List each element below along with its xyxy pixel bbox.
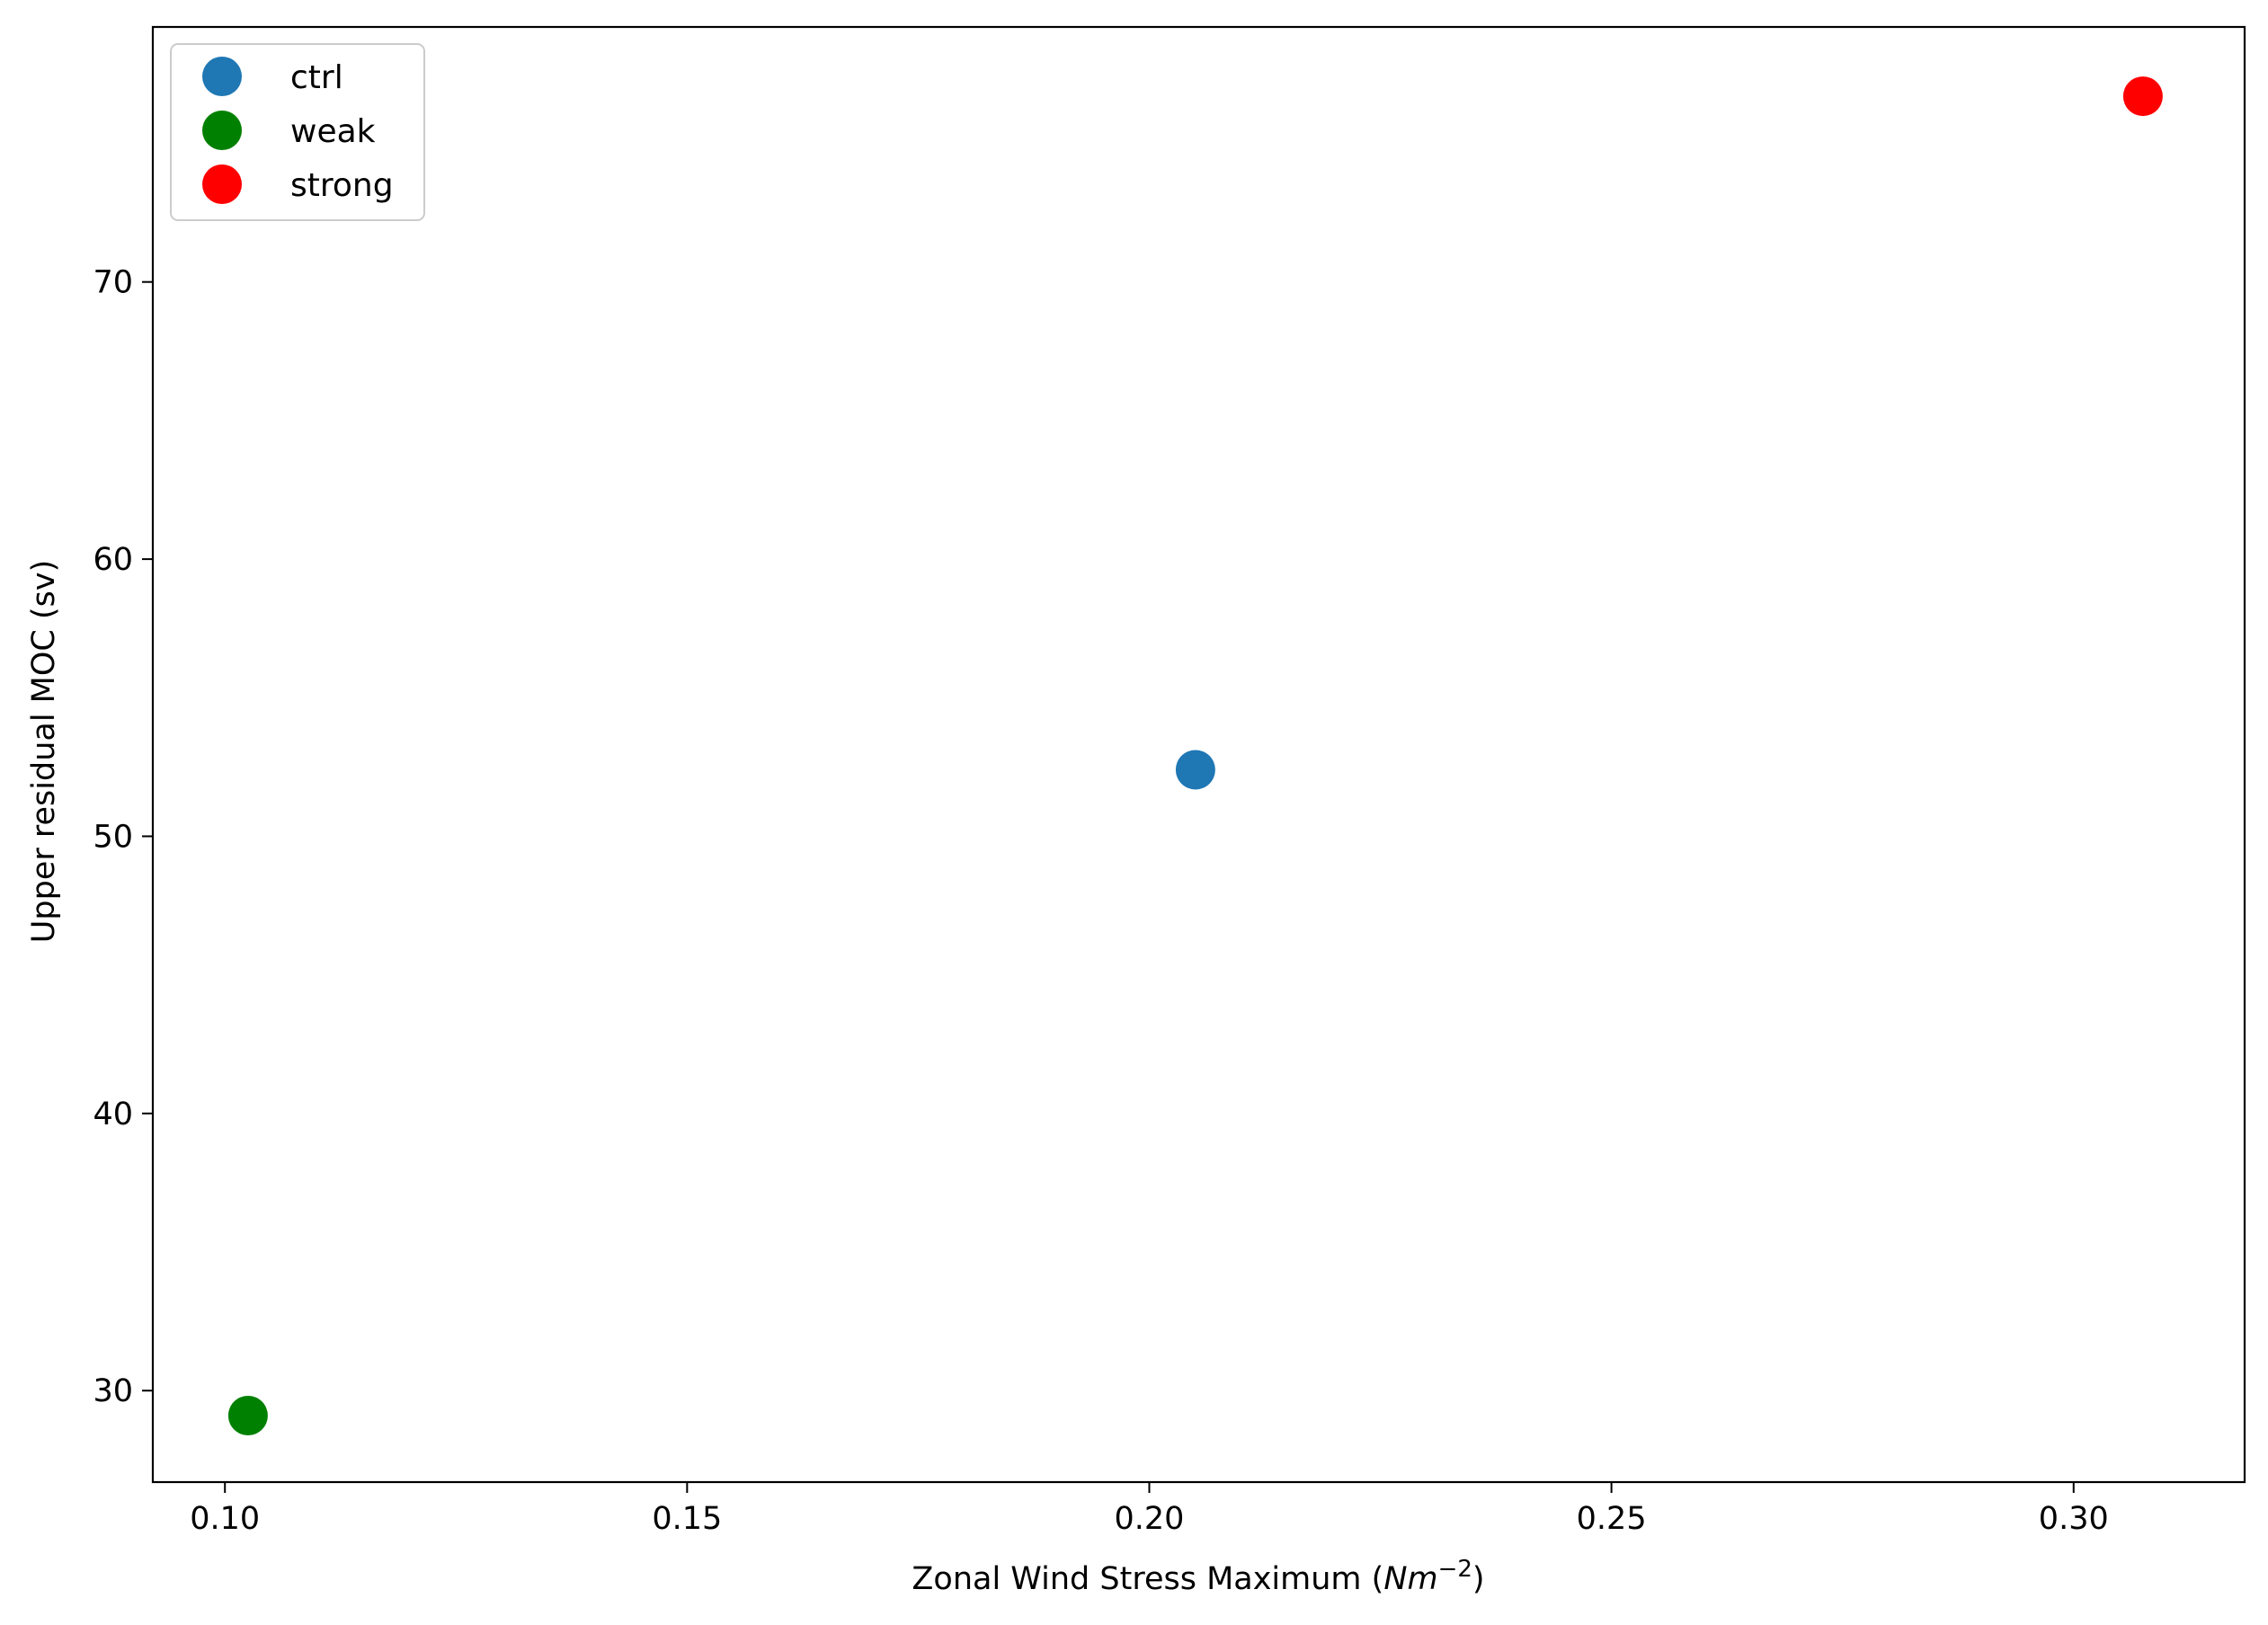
legend: ctrl weak strong: [170, 43, 425, 221]
y-tick-label: 70: [93, 265, 133, 301]
legend-marker-strong: [202, 164, 242, 204]
x-tick-label: 0.30: [2039, 1501, 2109, 1537]
point-strong: [2122, 76, 2163, 117]
y-tick-label: 40: [93, 1097, 133, 1132]
x-tick-label: 0.15: [652, 1501, 722, 1537]
y-tick-label: 60: [93, 542, 133, 578]
x-tick-label: 0.20: [1115, 1501, 1185, 1537]
legend-label-weak: weak: [290, 113, 376, 150]
y-axis-ticks: 30 40 50 60 70: [93, 265, 153, 1409]
x-axis-ticks: 0.10 0.15 0.20 0.25 0.30: [190, 1482, 2109, 1537]
x-tick-label: 0.25: [1577, 1501, 1647, 1537]
legend-marker-ctrl: [202, 57, 242, 96]
legend-label-strong: strong: [290, 167, 394, 204]
x-tick-label: 0.10: [190, 1501, 260, 1537]
legend-label-ctrl: ctrl: [290, 59, 343, 96]
y-tick-label: 30: [93, 1373, 133, 1409]
y-tick-label: 50: [93, 819, 133, 855]
point-weak: [227, 1395, 268, 1435]
legend-marker-weak: [202, 111, 242, 150]
plot-frame: [151, 25, 2246, 1484]
data-points: [227, 76, 2163, 1435]
x-axis-label: Zonal Wind Stress Maximum (Nm−2): [912, 1556, 1484, 1597]
point-ctrl: [1175, 750, 1215, 790]
y-axis-label: Upper residual MOC (sv): [26, 560, 62, 943]
